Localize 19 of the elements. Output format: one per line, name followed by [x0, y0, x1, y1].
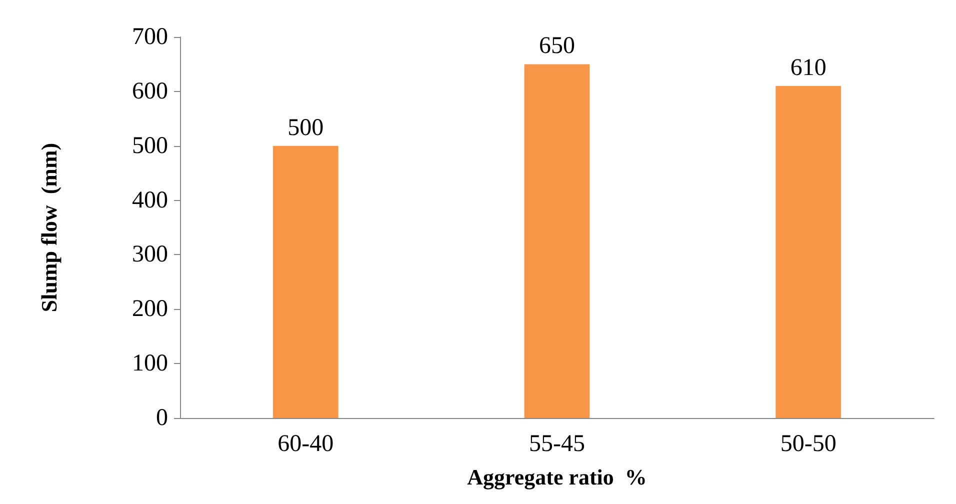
data-label: 650 [539, 33, 575, 60]
bar [776, 86, 842, 418]
y-tick-label: 400 [132, 187, 168, 214]
bar [272, 146, 338, 418]
data-label: 610 [790, 54, 826, 81]
y-tick-label: 600 [132, 78, 168, 104]
x-tick-label: 60-40 [278, 431, 334, 457]
x-axis-title: Aggregate ratio % [467, 464, 647, 490]
bar [524, 64, 590, 418]
y-tick-label: 200 [132, 296, 168, 322]
y-axis-title: Slump flow (mm) [36, 142, 62, 312]
x-tick-label: 50-50 [780, 431, 836, 457]
y-tick-label: 700 [132, 24, 168, 50]
y-tick-label: 300 [132, 242, 168, 268]
x-tick-label: 55-45 [529, 431, 585, 457]
y-tick-label: 100 [132, 350, 168, 377]
data-label: 500 [288, 114, 324, 141]
y-tick-label: 500 [132, 132, 168, 159]
y-tick-label: 0 [156, 405, 168, 431]
